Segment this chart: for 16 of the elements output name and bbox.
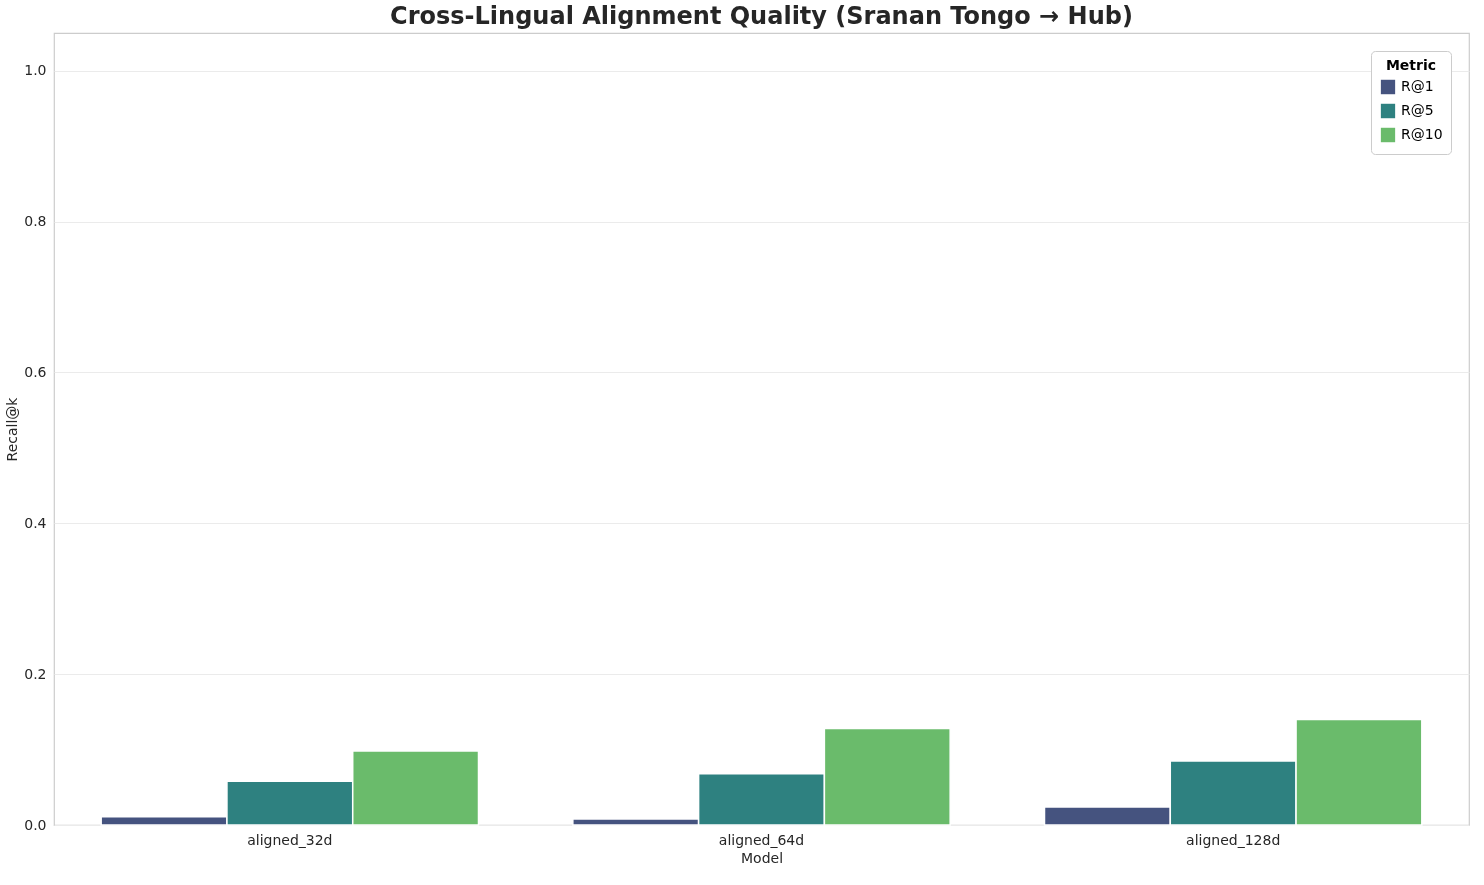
legend-title: Metric — [1385, 57, 1437, 73]
legend-label: R@5 — [1401, 102, 1434, 118]
y-tick-label: 0.8 — [24, 213, 47, 230]
legend-label: R@1 — [1401, 78, 1434, 94]
x-axis-title: Model — [740, 849, 784, 866]
legend-label: R@10 — [1401, 126, 1443, 142]
x-tick-label: aligned_64d — [718, 831, 805, 848]
y-tick-label: 0.6 — [24, 363, 47, 380]
y-tick-label: 0.2 — [24, 665, 47, 682]
x-tick-label: aligned_128d — [1186, 831, 1281, 848]
chart-title: Cross-Lingual Alignment Quality (Sranan Tongo → Hub) — [390, 2, 1133, 30]
y-axis-title: Recall@k — [4, 396, 21, 462]
y-tick-label: 0.4 — [24, 514, 47, 531]
x-tick-label: aligned_32d — [247, 831, 333, 848]
y-tick-label: 0.0 — [24, 816, 47, 833]
y-tick-label: 1.0 — [24, 62, 47, 79]
